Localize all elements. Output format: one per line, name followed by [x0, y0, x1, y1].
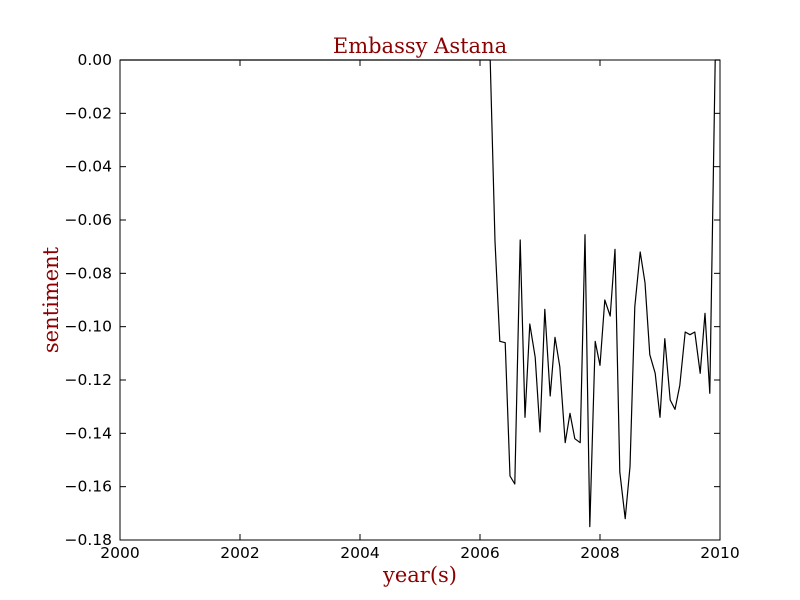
x-tick-label: 2002: [220, 544, 259, 562]
y-axis: 0.00 −0.02 −0.04 −0.06 −0.08 −0.10 −0.12 −0.14 −…: [65, 51, 720, 549]
y-tick-label: −0.10: [65, 318, 113, 336]
y-tick-label: −0.04: [65, 158, 113, 176]
x-axis-label: year(s): [382, 563, 457, 587]
x-tick-label: 2010: [700, 544, 739, 562]
x-axis: 2000 2002 2004 2006 2008 2010: [100, 60, 740, 562]
y-axis-label: sentiment: [39, 246, 63, 353]
y-tick-label: −0.02: [65, 104, 113, 122]
y-tick-label: −0.18: [65, 531, 113, 549]
y-tick-label: −0.12: [65, 371, 113, 389]
y-tick-label: −0.14: [65, 424, 113, 442]
y-tick-label: −0.08: [65, 264, 113, 282]
chart-title: Embassy Astana: [333, 34, 507, 58]
x-tick-label: 2000: [100, 544, 139, 562]
y-tick-label: −0.06: [65, 211, 113, 229]
y-tick-label: −0.16: [65, 478, 113, 496]
series-line: [120, 59, 720, 528]
y-tick-label: 0.00: [77, 51, 112, 69]
x-tick-label: 2004: [340, 544, 379, 562]
x-tick-label: 2008: [580, 544, 619, 562]
series-layer: [120, 59, 720, 528]
x-tick-label: 2006: [460, 544, 499, 562]
